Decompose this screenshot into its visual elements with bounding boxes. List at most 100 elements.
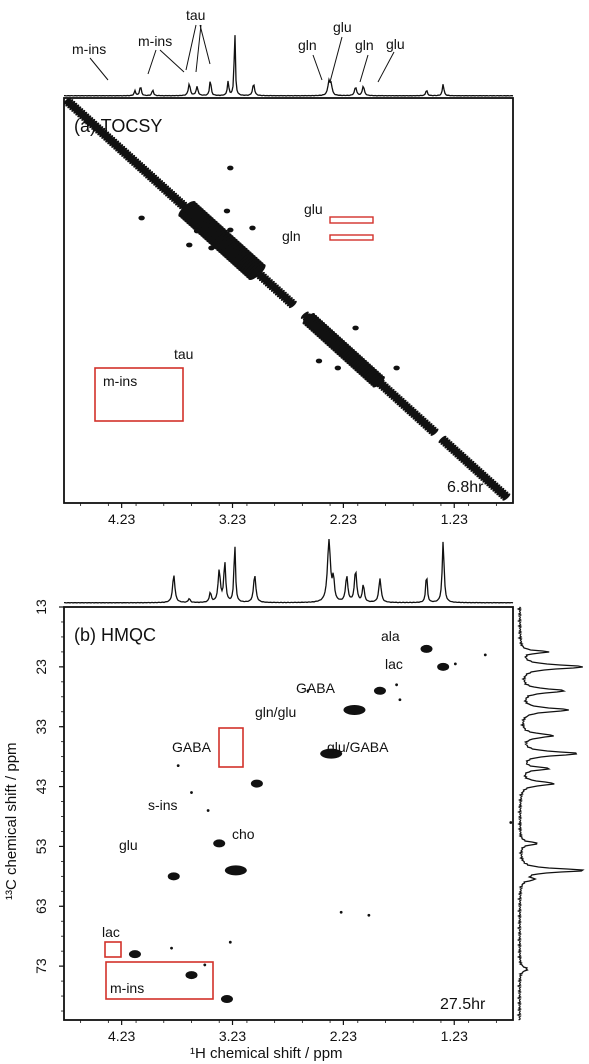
hmqc-peak [220, 995, 233, 1004]
hmqc-noise-dot [367, 913, 371, 917]
hmqc-peak [167, 872, 180, 881]
diagonal-peak [89, 120, 98, 129]
x-tick-label: 3.23 [219, 511, 246, 527]
diagonal-peak [482, 475, 491, 483]
diagonal-peak [101, 131, 110, 139]
diagonal-peak [412, 412, 421, 420]
diagonal-peak [502, 493, 511, 501]
hmqc-annot-cho: cho [232, 826, 255, 842]
top-label-glu-2: glu [386, 36, 405, 52]
diagonal-peak [69, 102, 78, 111]
diagonal-peak [380, 383, 389, 391]
diagonal-peak [492, 484, 501, 492]
diagonal-peak [119, 147, 128, 156]
hmqc-annot-lac-1: lac [385, 656, 403, 672]
tocsy-frame [63, 97, 514, 504]
diagonal-peak [418, 417, 427, 426]
x-tick-label: 2.23 [330, 1028, 357, 1044]
diagonal-peak [97, 127, 106, 136]
diagonal-peak [167, 190, 176, 199]
diagonal-peak [161, 185, 170, 193]
diagonal-peak [372, 376, 385, 388]
diagonal-peak [105, 135, 114, 143]
diagonal-peak [478, 471, 487, 480]
diagonal-peak [424, 423, 433, 431]
diagonal-peak [99, 129, 108, 138]
diagonal-peak [458, 453, 467, 462]
diagonal-peak [300, 311, 309, 319]
diagonal-peak [278, 291, 287, 300]
y-tick-label: 13 [33, 599, 49, 615]
diagonal-peak [256, 271, 265, 280]
x-tick-label: 1.23 [441, 1028, 468, 1044]
diagonal-peak [165, 189, 174, 197]
diagonal-peak [264, 279, 273, 287]
cross-peak [315, 358, 323, 364]
diagonal-peak [464, 459, 473, 467]
diagonal-peak [488, 480, 497, 489]
tocsy-annot-gln: gln [282, 228, 301, 244]
tocsy-top-spectrum-labels: m-ins m-ins tau gln glu gln glu [72, 7, 405, 57]
tocsy-top-spectrum [64, 35, 514, 97]
diagonal-peak [460, 455, 469, 463]
diagonal-peak [71, 104, 80, 112]
diagonal-peak [456, 451, 465, 460]
diagonal-peak [400, 401, 409, 409]
hmqc-right-spectrum [516, 606, 585, 1021]
hmqc-noise-dot [395, 683, 398, 687]
diagonal-peak [91, 122, 100, 130]
hmqc-annot-gaba-1: GABA [296, 680, 336, 696]
diagonal-peak [480, 473, 489, 481]
hmqc-noise-dot [228, 940, 232, 944]
diagonal-peak [268, 282, 277, 291]
diagonal-peak [450, 446, 459, 454]
hmqc-annot-s-ins: s-ins [148, 797, 178, 813]
diagonal-peak [454, 450, 463, 458]
diagonal-peak [500, 491, 509, 499]
diagonal-peak [93, 124, 102, 132]
diagonal-peak [79, 111, 88, 120]
diagonal-peak [107, 136, 116, 145]
diagonal-peak [266, 280, 275, 289]
hmqc-duration: 27.5hr [440, 996, 486, 1013]
top-label-gln-2: gln [355, 37, 374, 53]
diagonal-peak [75, 108, 84, 116]
x-tick-label: 3.23 [219, 1028, 246, 1044]
diagonal-peak [139, 165, 148, 174]
diagonal-peak [117, 145, 126, 154]
diagonal-peak [498, 489, 507, 498]
diagonal-peak [129, 156, 138, 165]
hmqc-noise-dot [509, 821, 513, 824]
diagonal-peak [177, 199, 186, 208]
y-tick-label: 73 [33, 958, 49, 974]
diagonal-peak [159, 183, 168, 192]
diagonal-peak [406, 406, 415, 415]
cross-peak [186, 242, 193, 248]
diagonal-peak [171, 194, 180, 202]
diagonal-peak [67, 100, 76, 109]
diagonal-peak [276, 289, 285, 298]
y-tick-label: 43 [33, 779, 49, 795]
diagonal-peak [141, 167, 150, 175]
y-tick-label: 33 [33, 719, 49, 735]
hmqc-peak [213, 839, 226, 848]
hmqc-peak [343, 704, 366, 715]
tocsy-annot-glu: glu [304, 201, 323, 217]
hmqc-peak [320, 748, 343, 759]
tocsy-cross-peaks [138, 165, 400, 371]
diagonal-peak [109, 138, 118, 147]
tocsy-duration: 6.8hr [447, 479, 484, 496]
diagonal-peak [422, 421, 431, 429]
diagonal-peak [175, 198, 184, 206]
diagonal-peak [484, 477, 493, 485]
hmqc-noise-dot [206, 809, 210, 812]
diagonal-peak [87, 118, 96, 127]
hmqc-peak [224, 865, 247, 876]
hmqc-annot-glu: glu [119, 837, 138, 853]
diagonal-peak [157, 181, 166, 190]
diagonal-peak [286, 298, 295, 307]
diagonal-peak [81, 113, 90, 121]
diagonal-peak [410, 410, 419, 418]
diagonal-peak [446, 442, 455, 451]
